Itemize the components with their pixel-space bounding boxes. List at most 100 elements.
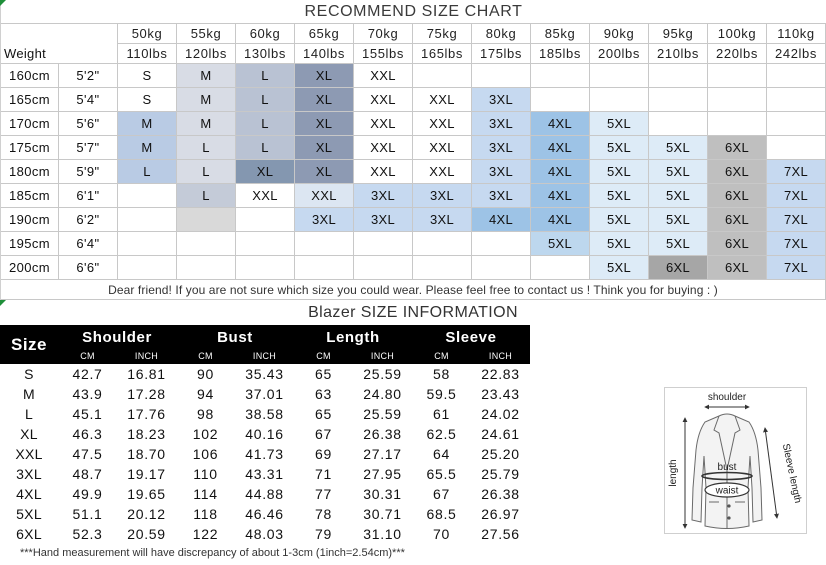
measurement-cell: 30.31 bbox=[363, 486, 402, 502]
measurement-cell: 59.5 bbox=[426, 386, 457, 402]
weight-kg-header: 70kg bbox=[354, 24, 413, 44]
size-cell bbox=[531, 64, 590, 88]
blazer-size-table: Size Shoulder Bust Length Sleeve CM INCH CM INC… bbox=[0, 325, 530, 544]
size-name-cell: S bbox=[24, 366, 34, 382]
size-cell bbox=[413, 64, 472, 88]
size-cell: XXL bbox=[354, 136, 413, 160]
size-cell bbox=[236, 232, 295, 256]
measurement-cell: 98 bbox=[197, 406, 214, 422]
sleeve-measure-line bbox=[763, 427, 779, 519]
measurement-cell: 23.43 bbox=[481, 386, 520, 402]
measure-group-header: Length bbox=[294, 325, 412, 347]
measurement-cell: 78 bbox=[315, 506, 332, 522]
measurement-cell: 49.9 bbox=[72, 486, 103, 502]
height-cm-cell: 185cm bbox=[1, 184, 59, 208]
height-ft-cell: 6'1" bbox=[59, 184, 118, 208]
size-cell: 5XL bbox=[649, 160, 708, 184]
size-cell: 5XL bbox=[531, 232, 590, 256]
size-cell: 5XL bbox=[649, 184, 708, 208]
size-cell: 7XL bbox=[767, 208, 826, 232]
size-cell bbox=[708, 88, 767, 112]
weight-lbs-header: 155lbs bbox=[354, 44, 413, 64]
size-cell: XXL bbox=[354, 64, 413, 88]
weight-lbs-header: 185lbs bbox=[531, 44, 590, 64]
measurement-cell: 17.28 bbox=[127, 386, 166, 402]
size-cell: 6XL bbox=[708, 136, 767, 160]
size-name-cell: 4XL bbox=[16, 486, 42, 502]
weight-kg-header: 50kg bbox=[118, 24, 177, 44]
size-cell: XL bbox=[295, 88, 354, 112]
measurement-cell: 114 bbox=[193, 486, 218, 502]
measurement-cell: 79 bbox=[315, 526, 332, 542]
sleeve-length-label: Sleeve length bbox=[780, 443, 803, 505]
measurement-cell: 26.97 bbox=[481, 506, 520, 522]
measurement-cell: 43.9 bbox=[72, 386, 103, 402]
weight-kg-header: 80kg bbox=[472, 24, 531, 44]
measurement-cell: 24.02 bbox=[481, 406, 520, 422]
measurement-cell: 44.88 bbox=[245, 486, 284, 502]
size-cell: XL bbox=[236, 160, 295, 184]
weight-kg-header: 75kg bbox=[413, 24, 472, 44]
size-cell bbox=[590, 88, 649, 112]
measurement-cell: 62.5 bbox=[426, 426, 457, 442]
size-cell: S bbox=[118, 88, 177, 112]
cell-comment-marker bbox=[0, 300, 6, 306]
measurement-cell: 90 bbox=[197, 366, 214, 382]
size-cell: 6XL bbox=[708, 160, 767, 184]
measurement-cell: 20.12 bbox=[127, 506, 166, 522]
measurement-cell: 46.46 bbox=[245, 506, 284, 522]
weight-lbs-header: 242lbs bbox=[767, 44, 826, 64]
size-cell bbox=[767, 88, 826, 112]
measurement-cell: 65 bbox=[315, 366, 332, 382]
height-cm-cell: 160cm bbox=[1, 64, 59, 88]
weight-lbs-header: 210lbs bbox=[649, 44, 708, 64]
measurement-cell: 24.80 bbox=[363, 386, 402, 402]
bust-label: bust bbox=[718, 462, 737, 473]
measurement-cell: 47.5 bbox=[72, 446, 103, 462]
size-cell bbox=[295, 232, 354, 256]
size-cell: XL bbox=[295, 136, 354, 160]
measurement-cell: 16.81 bbox=[127, 366, 166, 382]
size-cell: 7XL bbox=[767, 232, 826, 256]
size-cell bbox=[177, 256, 236, 280]
height-ft-cell: 5'6" bbox=[59, 112, 118, 136]
weight-kg-header: 65kg bbox=[295, 24, 354, 44]
weight-lbs-header: 165lbs bbox=[413, 44, 472, 64]
measurement-cell: 63 bbox=[315, 386, 332, 402]
size-cell bbox=[413, 232, 472, 256]
measurement-cell: 27.95 bbox=[363, 466, 402, 482]
measurement-cell: 106 bbox=[192, 446, 219, 462]
size-cell: 6XL bbox=[649, 256, 708, 280]
measurement-cell: 65.5 bbox=[426, 466, 457, 482]
weight-kg-header: 90kg bbox=[590, 24, 649, 44]
measurement-cell: 48.7 bbox=[72, 466, 103, 482]
size-cell bbox=[472, 256, 531, 280]
size-cell bbox=[413, 256, 472, 280]
size-name-cell: 6XL bbox=[16, 526, 42, 542]
shoulder-label: shoulder bbox=[708, 392, 747, 403]
size-cell: XL bbox=[295, 64, 354, 88]
measurement-cell: 64 bbox=[433, 446, 450, 462]
weight-lbs-header: 110lbs bbox=[118, 44, 177, 64]
size-cell: L bbox=[236, 112, 295, 136]
size-cell bbox=[767, 136, 826, 160]
size-cell bbox=[472, 64, 531, 88]
size-cell bbox=[649, 88, 708, 112]
measurement-cell: 52.3 bbox=[72, 526, 103, 542]
size-cell: 3XL bbox=[413, 208, 472, 232]
measurement-cell: 25.59 bbox=[363, 406, 402, 422]
size-cell: L bbox=[236, 88, 295, 112]
size-cell: 4XL bbox=[531, 160, 590, 184]
size-cell: XXL bbox=[354, 88, 413, 112]
size-cell: 3XL bbox=[354, 208, 413, 232]
measurement-cell: 41.73 bbox=[245, 446, 284, 462]
size-cell bbox=[649, 64, 708, 88]
size-cell: 3XL bbox=[472, 160, 531, 184]
size-cell: 7XL bbox=[767, 160, 826, 184]
blazer-diagram-svg: shoulder length bust waist Sleeve length bbox=[668, 392, 803, 529]
measurement-cell: 26.38 bbox=[481, 486, 520, 502]
size-cell: M bbox=[177, 88, 236, 112]
measurement-cell: 22.83 bbox=[481, 366, 520, 382]
size-cell bbox=[177, 232, 236, 256]
size-cell: 5XL bbox=[590, 136, 649, 160]
